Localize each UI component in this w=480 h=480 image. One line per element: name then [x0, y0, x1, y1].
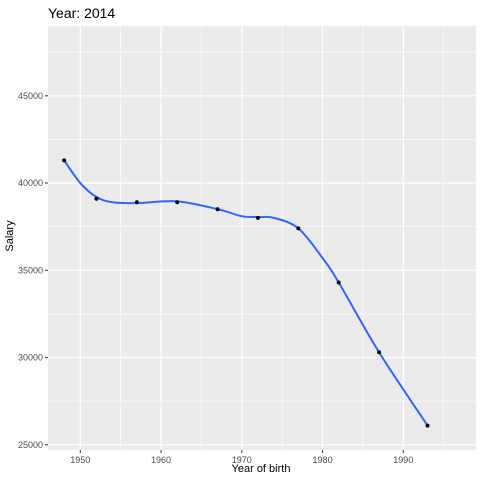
points-layer: [62, 158, 430, 428]
y-tick-label: 35000: [18, 265, 43, 275]
y-tick-label: 45000: [18, 91, 43, 101]
x-tick-label: 1980: [313, 455, 333, 465]
y-axis: 25000 30000 35000 40000 45000: [18, 91, 48, 450]
data-point: [425, 423, 430, 428]
y-tick-label: 30000: [18, 353, 43, 363]
grid-minor: [48, 26, 476, 450]
y-tick-label: 40000: [18, 178, 43, 188]
data-point: [62, 158, 67, 163]
x-tick-label: 1990: [393, 455, 413, 465]
chart-title: Year: 2014: [48, 5, 115, 21]
data-point: [336, 280, 341, 285]
x-tick-label: 1950: [70, 455, 90, 465]
plot-panel: [48, 26, 476, 450]
data-point: [94, 196, 99, 201]
x-axis: 1950 1960 1970 1980 1990: [70, 450, 413, 465]
data-point: [255, 215, 260, 220]
data-point: [175, 200, 180, 205]
grid-major: [48, 26, 476, 450]
x-tick-label: 1960: [151, 455, 171, 465]
data-point: [377, 350, 382, 355]
data-point: [134, 200, 139, 205]
x-tick-label: 1970: [232, 455, 252, 465]
y-axis-title: Salary: [4, 220, 16, 252]
data-point: [215, 207, 220, 212]
y-tick-label: 25000: [18, 440, 43, 450]
x-axis-title: Year of birth: [232, 463, 291, 475]
data-point: [296, 226, 301, 231]
